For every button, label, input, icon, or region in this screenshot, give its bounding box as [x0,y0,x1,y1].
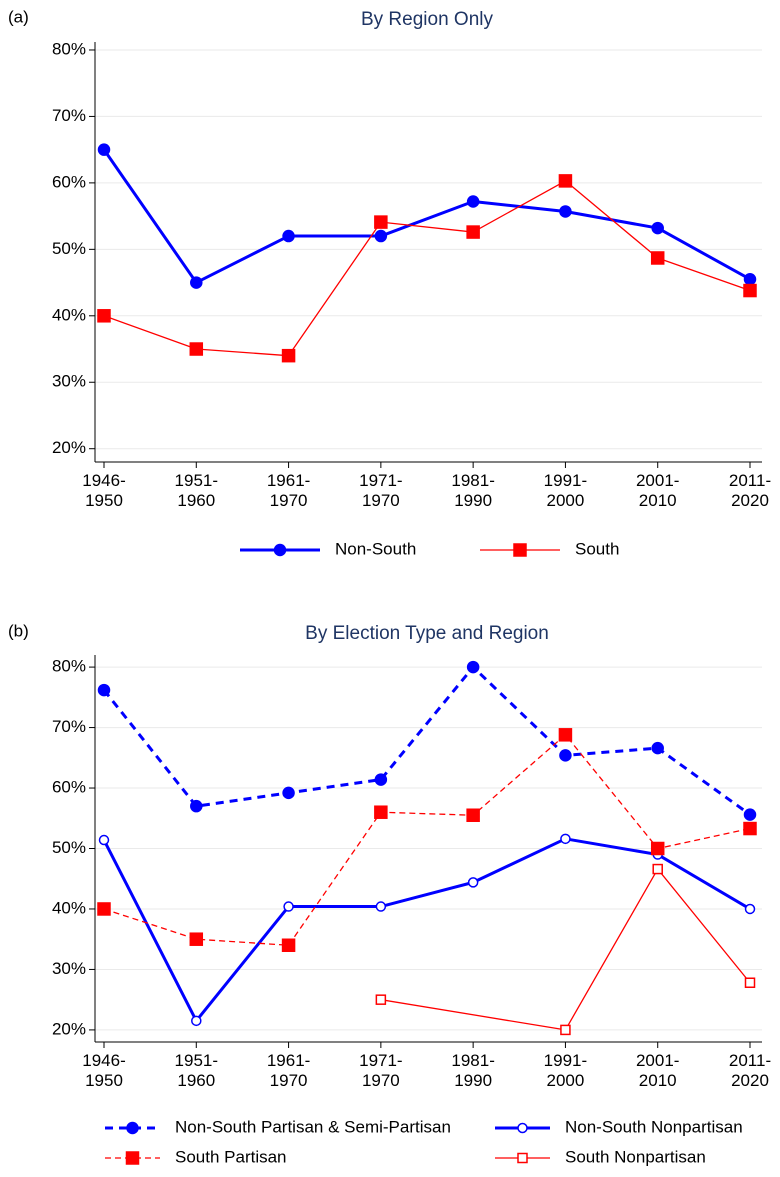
point [189,342,204,356]
point [650,251,665,265]
point [189,932,204,946]
x-tick-label: 1981-1990 [451,471,494,510]
point [559,205,572,218]
point [558,728,573,742]
point [743,283,757,298]
x-tick-label: 2011-2020 [729,471,771,510]
series-line [102,148,751,285]
legend-label: Non-South Nonpartisan [565,1117,743,1136]
y-tick-label: 40% [52,305,86,324]
y-tick-label: 60% [52,172,86,191]
point [97,902,111,916]
point [466,660,480,674]
y-tick-label: 50% [52,239,86,258]
point [513,543,527,557]
point [273,543,287,557]
point [466,195,480,208]
point [190,799,203,813]
panel-label: (a) [8,7,29,26]
point [191,1015,202,1027]
point [652,863,663,875]
y-tick-label: 80% [52,39,86,58]
series-line [102,665,751,816]
point [558,174,573,188]
point [466,225,480,239]
x-tick-label: 1946-1950 [82,1051,125,1090]
x-tick-label: 1991-2000 [544,1051,587,1090]
legend-label: South [575,539,619,558]
x-tick-label: 1971-1970 [359,471,402,510]
x-tick-label: 1961-1970 [267,1051,310,1090]
point [466,808,480,822]
point [282,786,295,800]
x-tick-label: 1971-1970 [359,1051,402,1090]
point [650,841,665,856]
y-tick-label: 70% [52,717,86,736]
y-tick-label: 80% [52,657,86,676]
point [190,276,203,289]
y-tick-label: 30% [52,372,86,391]
point [97,683,111,697]
point [744,977,756,988]
point [283,901,294,912]
point [375,994,387,1005]
legend-label: Non-South [335,539,416,558]
point [517,1152,528,1164]
point [97,143,111,156]
x-tick-label: 1951-1960 [175,471,218,510]
point [374,215,388,229]
point [743,821,757,836]
x-tick-label: 1951-1960 [175,1051,218,1090]
point [374,229,388,243]
panel-label: (b) [8,621,29,640]
legend-label: Non-South Partisan & Semi-Partisan [175,1117,451,1136]
series-line [102,837,751,1023]
point [743,808,757,821]
point [282,229,295,243]
point [281,938,296,952]
point [98,834,110,846]
point [375,901,387,912]
y-tick-label: 70% [52,106,86,125]
series-line [103,734,751,946]
point [97,309,111,323]
point [560,833,571,845]
point [743,272,757,286]
x-tick-label: 2001-2010 [636,471,679,510]
point [559,749,572,762]
point [125,1151,140,1165]
y-tick-label: 50% [52,838,86,857]
series-line [380,868,751,1031]
y-tick-label: 20% [52,438,86,457]
legend-label: South Nonpartisan [565,1147,706,1166]
y-tick-label: 30% [52,959,86,978]
point [281,348,296,363]
legend-label: South Partisan [175,1147,287,1166]
x-tick-label: 2001-2010 [636,1051,679,1090]
x-tick-label: 1991-2000 [544,471,587,510]
chart-title: By Region Only [361,9,494,30]
point [744,903,756,915]
series-line [103,180,751,357]
x-tick-label: 2011-2020 [729,1051,771,1090]
x-tick-label: 1946-1950 [82,471,125,510]
y-tick-label: 60% [52,778,86,797]
point [126,1121,139,1135]
point [560,1024,571,1036]
x-tick-label: 1981-1990 [451,1051,494,1090]
chart-title: By Election Type and Region [305,623,549,644]
x-tick-label: 1961-1970 [267,471,310,510]
y-tick-label: 20% [52,1019,86,1038]
point [374,805,388,819]
point [467,877,479,888]
point [374,773,388,786]
point [651,741,664,755]
point [517,1122,528,1134]
point [651,221,664,235]
y-tick-label: 40% [52,898,86,917]
